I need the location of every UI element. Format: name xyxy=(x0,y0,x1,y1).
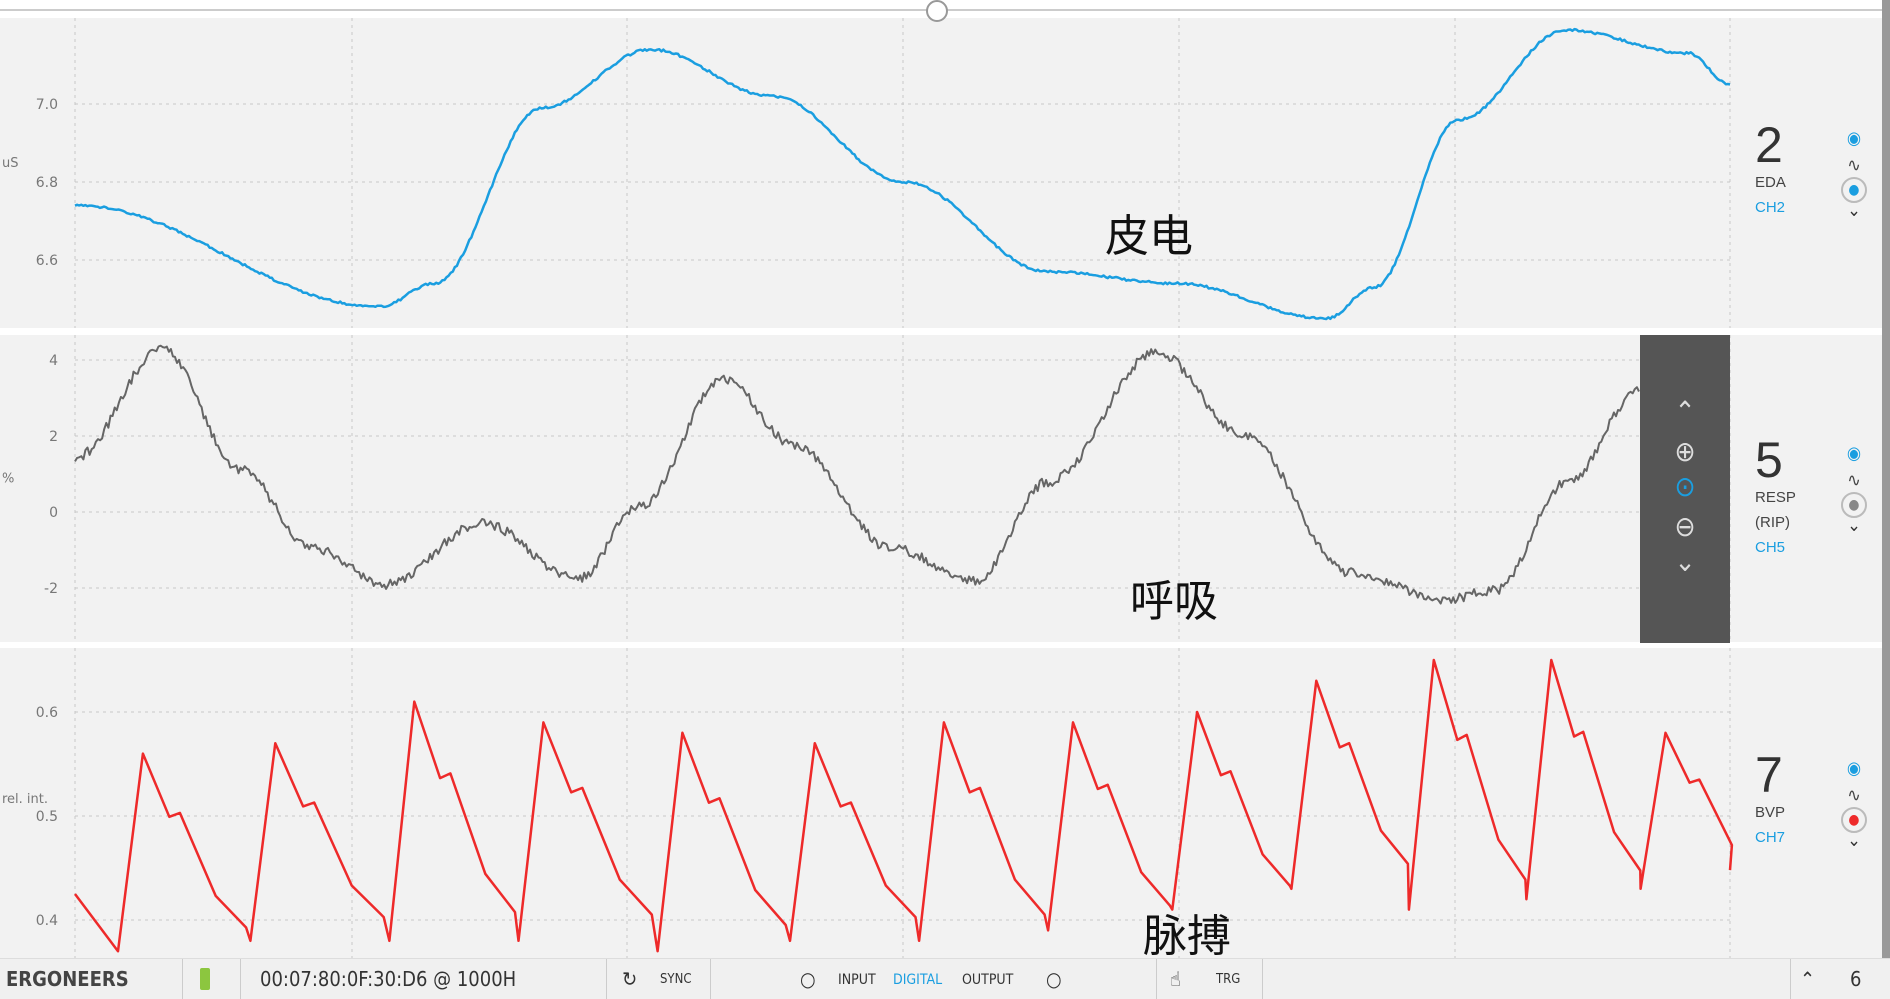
trigger-label: TRG xyxy=(1216,972,1240,987)
channel-name: BVP xyxy=(1755,800,1785,825)
y-tick-label: 0.4 xyxy=(36,913,58,929)
channel-menu-chevron-icon[interactable]: ⌄ xyxy=(1839,512,1869,540)
channel-number: 5 xyxy=(1755,435,1796,485)
device-address: 00:07:80:0F:30:D6 @ 1000H xyxy=(260,967,516,991)
y-tick-label: 6.6 xyxy=(36,253,58,269)
zoom-out-icon[interactable]: ⊖ xyxy=(1640,510,1730,543)
channel-id: CH2 xyxy=(1755,195,1786,220)
channel-id: CH7 xyxy=(1755,825,1785,850)
panel-eda: 7.0 6.8 6.6 uS xyxy=(0,18,1882,335)
channel-name: RESP xyxy=(1755,485,1796,510)
sync-icon[interactable]: ↻ xyxy=(622,967,637,991)
input-radio[interactable]: ○ xyxy=(800,967,816,991)
digital-label: DIGITAL xyxy=(893,972,942,988)
input-label: INPUT xyxy=(838,972,876,988)
zoom-in-icon[interactable]: ⊕ xyxy=(1640,435,1730,468)
y-axis-label: % xyxy=(2,472,14,487)
sync-label: SYNC xyxy=(660,972,691,987)
panel-background xyxy=(0,335,1882,642)
output-radio[interactable]: ○ xyxy=(1046,967,1062,991)
visibility-eye-icon[interactable]: ◉ xyxy=(1839,440,1869,468)
channel-name: EDA xyxy=(1755,170,1786,195)
channel-number: 7 xyxy=(1755,750,1785,800)
scroll-up-icon[interactable]: ⌃ xyxy=(1640,395,1730,428)
panel-divider xyxy=(0,328,1882,335)
annotation-eda: 皮电 xyxy=(1105,200,1193,264)
page-number: 6 xyxy=(1850,967,1861,991)
panel-resp: 4 2 0 -2% xyxy=(0,335,1882,648)
visibility-eye-icon[interactable]: ◉ xyxy=(1839,125,1869,153)
panel-bvp: 0.6 0.5 0.4 rel. int. xyxy=(0,648,1882,958)
visibility-eye-icon[interactable]: ◉ xyxy=(1839,755,1869,783)
signal-chart[interactable]: 7.0 6.8 6.6 uS 4 2 0 -2% 0.6 0.5 0.4 rel. int. xyxy=(0,0,1890,958)
channel-label-eda: 2 EDA CH2 xyxy=(1755,120,1786,220)
vertical-scrollbar[interactable] xyxy=(1882,0,1890,958)
autoscale-icon[interactable]: ⊙ xyxy=(1640,470,1730,503)
y-tick-label: 2 xyxy=(49,429,58,445)
status-bar: ERGONEERS 00:07:80:0F:30:D6 @ 1000H ↻ SY… xyxy=(0,958,1890,999)
channel-menu-chevron-icon[interactable]: ⌄ xyxy=(1839,197,1869,225)
scroll-down-icon[interactable]: ⌄ xyxy=(1640,545,1730,578)
y-tick-label: 0 xyxy=(49,505,58,521)
trigger-icon[interactable]: ☝ xyxy=(1170,967,1181,991)
annotation-resp: 呼吸 xyxy=(1130,565,1218,629)
y-axis-label: rel. int. xyxy=(2,792,48,807)
panel-background xyxy=(0,18,1882,328)
battery-icon xyxy=(200,968,210,990)
channel-number: 2 xyxy=(1755,120,1786,170)
y-tick-label: -2 xyxy=(44,581,58,597)
channel-label-bvp: 7 BVP CH7 xyxy=(1755,750,1785,850)
channel-label-resp: 5 RESP (RIP) CH5 xyxy=(1755,435,1796,560)
signal-wave-icon[interactable]: ∿ xyxy=(1839,782,1869,810)
panel-background xyxy=(0,648,1882,958)
signal-wave-icon[interactable]: ∿ xyxy=(1839,152,1869,180)
channel-subname: (RIP) xyxy=(1755,510,1796,535)
annotation-bvp: 脉搏 xyxy=(1143,900,1231,964)
channel-id: CH5 xyxy=(1755,535,1796,560)
signal-wave-icon[interactable]: ∿ xyxy=(1839,467,1869,495)
y-tick-label: 0.6 xyxy=(36,705,58,721)
y-tick-label: 0.5 xyxy=(36,809,58,825)
y-tick-label: 7.0 xyxy=(36,97,58,113)
timeline-handle[interactable] xyxy=(926,0,948,22)
zoom-panel: ⌃ ⊕ ⊙ ⊖ ⌄ xyxy=(1640,335,1730,643)
output-label: OUTPUT xyxy=(962,972,1013,988)
brand-logo: ERGONEERS xyxy=(6,967,129,991)
channel-menu-chevron-icon[interactable]: ⌄ xyxy=(1839,827,1869,855)
y-axis-label: uS xyxy=(2,156,19,171)
y-tick-label: 6.8 xyxy=(36,175,58,191)
panel-divider xyxy=(0,642,1882,648)
expand-up-icon[interactable]: ⌃ xyxy=(1800,967,1815,991)
y-tick-label: 4 xyxy=(49,353,58,369)
